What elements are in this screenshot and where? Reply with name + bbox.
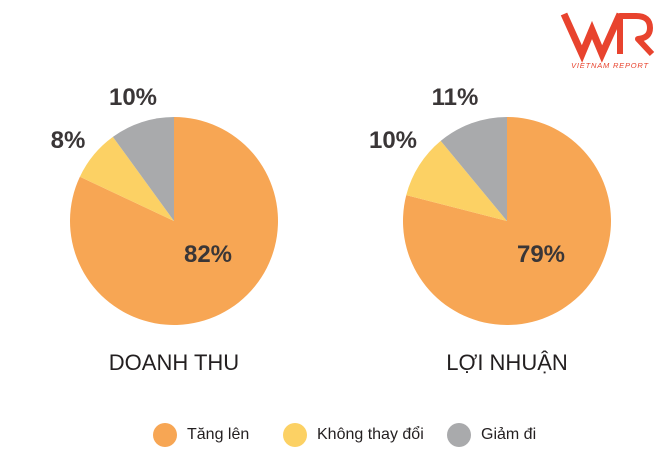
legend-label-unchanged: Không thay đổi [317, 426, 424, 443]
legend-label-increase: Tăng lên [187, 426, 250, 443]
legend: Tăng lên Không thay đổi Giảm đi [0, 414, 665, 454]
legend-swatch-increase [153, 423, 177, 447]
pie-1-slice-decrease [112, 117, 174, 221]
legend-item-increase: Tăng lên [153, 422, 249, 448]
legend-swatch-decrease [447, 423, 471, 447]
legend-swatch-unchanged [283, 423, 307, 447]
pie-2-title: LỢI NHUẬN [446, 350, 568, 375]
vietnam-report-logo: VIETNAM REPORT [560, 12, 655, 70]
legend-label-decrease: Giảm đi [481, 426, 537, 443]
pie-1-title: DOANH THU [109, 350, 239, 375]
pie-1-label-decrease: 10% [109, 84, 157, 111]
pie-2-slice-decrease [440, 117, 507, 221]
logo-tagline: VIETNAM REPORT [571, 61, 649, 70]
pie-2-label-unchanged: 10% [369, 127, 417, 154]
legend-item-unchanged: Không thay đổi [283, 422, 424, 448]
pie-1-label-unchanged: 8% [51, 127, 86, 154]
legend-item-decrease: Giảm đi [447, 422, 536, 448]
pie-1-slice-unchanged [79, 136, 174, 221]
pie-1-label-increase: 82% [184, 241, 232, 268]
pie-2-label-increase: 79% [517, 241, 565, 268]
pie-2-label-decrease: 11% [432, 84, 479, 111]
pie-charts: 82% 8% 10% DOANH THU 79% 10% 11% LỢI NHUẬN [51, 84, 611, 375]
pie-2-slice-unchanged [406, 140, 507, 221]
